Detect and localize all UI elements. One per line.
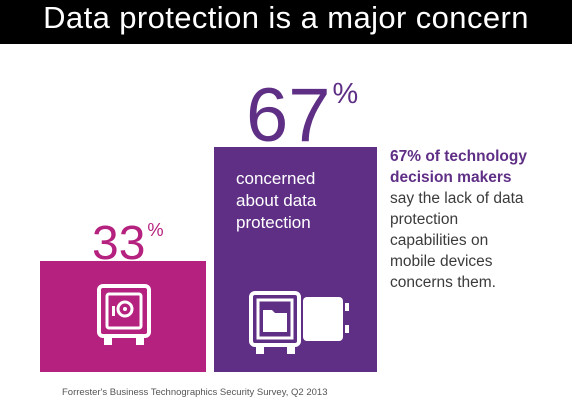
side-description: 67% of technology decision makers say th…	[390, 146, 568, 293]
value-67-unit: %	[332, 78, 359, 111]
safe-icon	[97, 284, 151, 345]
source-note: Forrester's Business Technographics Secu…	[62, 387, 328, 398]
bar-33	[40, 261, 206, 372]
value-67-number: 67	[246, 73, 331, 158]
value-33-number: 33	[92, 217, 146, 270]
value-label-67: 67%	[246, 78, 358, 154]
bar-67	[214, 147, 377, 372]
side-highlight-line: 67% of technology	[390, 148, 527, 165]
side-body-line: say the lack of data	[390, 190, 524, 207]
title-bar: Data protection is a major concern	[0, 0, 572, 44]
open-safe-icon	[249, 291, 349, 354]
side-body-line: capabilities on	[390, 232, 489, 249]
page-title: Data protection is a major concern	[43, 0, 529, 35]
side-body-line: protection	[390, 211, 459, 228]
side-body-line: mobile devices	[390, 253, 493, 270]
caption-line: protection	[236, 213, 311, 232]
caption-line: concerned	[236, 169, 316, 188]
bar-67-caption: concerned about data protection	[236, 168, 371, 234]
caption-line: about data	[236, 191, 317, 210]
side-body-line: concerns them.	[390, 274, 496, 291]
value-label-33: 33%	[92, 220, 164, 268]
value-33-unit: %	[147, 219, 164, 241]
side-highlight-line: decision makers	[390, 169, 512, 186]
